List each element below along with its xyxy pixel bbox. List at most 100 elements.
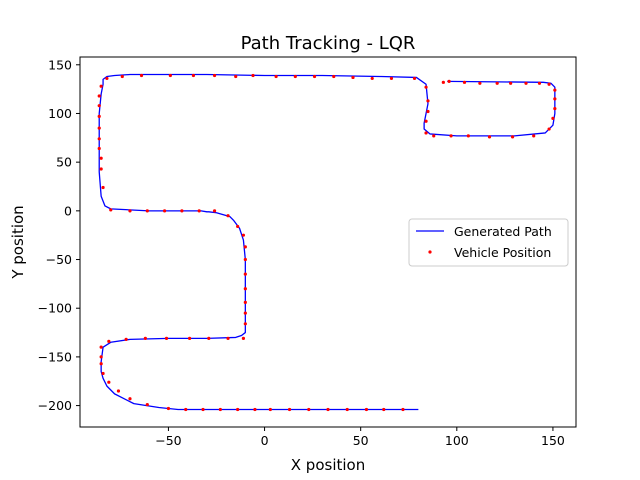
legend-frame bbox=[408, 218, 569, 267]
vehicle-position-point bbox=[101, 185, 105, 190]
vehicle-position-point bbox=[547, 82, 551, 86]
vehicle-position-point bbox=[243, 272, 247, 276]
vehicle-position-point bbox=[128, 397, 132, 401]
vehicle-position-point bbox=[128, 209, 132, 213]
vehicle-position-point bbox=[351, 75, 355, 80]
vehicle-position-point bbox=[101, 371, 105, 376]
vehicle-position-point bbox=[553, 97, 557, 101]
legend-label-vehicle-position: Vehicle Position bbox=[454, 245, 551, 260]
vehicle-position-point bbox=[218, 407, 222, 412]
vehicle-position-point bbox=[187, 336, 192, 340]
vehicle-position-point bbox=[99, 345, 103, 349]
vehicle-position-point bbox=[466, 134, 470, 138]
vehicle-position-point bbox=[274, 74, 278, 79]
vehicle-position-point bbox=[424, 85, 428, 89]
vehicle-position-point bbox=[487, 135, 492, 139]
vehicle-position-point bbox=[382, 407, 386, 412]
y-axis: −200 −150 −100 −50 0 50 100 150 bbox=[38, 57, 80, 413]
vehicle-position-point bbox=[293, 74, 297, 79]
vehicle-position-point bbox=[99, 355, 103, 359]
vehicle-position-point bbox=[109, 208, 113, 212]
vehicle-position-point bbox=[124, 337, 128, 341]
vehicle-position-point bbox=[424, 131, 428, 135]
vehicle-position-point bbox=[207, 336, 211, 340]
vehicle-position-point bbox=[401, 407, 405, 412]
vehicle-position-point bbox=[553, 107, 557, 111]
y-tick-label: −150 bbox=[38, 349, 72, 364]
vehicle-position-point bbox=[97, 137, 101, 141]
y-tick-label: −200 bbox=[38, 398, 72, 413]
vehicle-position-point bbox=[441, 80, 445, 84]
vehicle-position-point bbox=[241, 336, 246, 340]
vehicle-position-point bbox=[268, 407, 272, 412]
vehicle-position-point bbox=[426, 99, 430, 103]
vehicle-position-point bbox=[307, 407, 311, 412]
x-axis: −50 0 50 100 150 bbox=[155, 427, 565, 448]
legend-dot-swatch bbox=[428, 250, 432, 254]
vehicle-position-point bbox=[243, 287, 247, 291]
vehicle-position-point bbox=[287, 407, 292, 412]
vehicle-position-point bbox=[166, 406, 171, 411]
vehicle-position-point bbox=[97, 146, 101, 151]
vehicle-position-point bbox=[97, 94, 101, 98]
vehicle-position-point bbox=[107, 339, 111, 343]
y-tick-label: 100 bbox=[48, 106, 72, 121]
vehicle-position-point bbox=[99, 167, 103, 171]
vehicle-position-point bbox=[462, 80, 467, 84]
vehicle-position-point bbox=[201, 407, 205, 412]
vehicle-position-point bbox=[509, 81, 513, 85]
vehicle-position-point bbox=[226, 214, 230, 218]
y-tick-label: −100 bbox=[38, 301, 72, 316]
vehicle-position-point bbox=[107, 380, 111, 384]
vehicle-position-point bbox=[243, 245, 247, 249]
y-tick-label: 0 bbox=[64, 203, 72, 218]
vehicle-position-point bbox=[99, 362, 103, 366]
vehicle-position-point bbox=[99, 156, 103, 160]
vehicle-position-point bbox=[236, 407, 240, 412]
vehicle-position-point bbox=[197, 209, 201, 213]
vehicle-position-point bbox=[332, 74, 336, 79]
vehicle-position-point bbox=[162, 209, 167, 213]
legend-label-generated-path: Generated Path bbox=[454, 224, 552, 239]
vehicle-position-point bbox=[143, 336, 147, 340]
vehicle-position-point bbox=[243, 311, 247, 315]
x-axis-label: X position bbox=[291, 456, 365, 474]
vehicle-position-point bbox=[241, 233, 246, 237]
vehicle-position-point bbox=[532, 134, 536, 138]
vehicle-position-point bbox=[553, 88, 557, 92]
vehicle-position-point bbox=[164, 336, 169, 340]
vehicle-position-point bbox=[432, 134, 436, 138]
vehicle-position-point bbox=[191, 73, 196, 78]
chart-title: Path Tracking - LQR bbox=[241, 33, 416, 54]
y-tick-label: 50 bbox=[56, 155, 72, 170]
vehicle-position-point bbox=[99, 84, 103, 88]
vehicle-position-point bbox=[424, 119, 428, 123]
legend: Generated Path Vehicle Position bbox=[408, 218, 569, 267]
vehicle-position-point bbox=[180, 209, 184, 213]
vehicle-position-point bbox=[243, 257, 247, 262]
vehicle-position-point bbox=[524, 81, 528, 85]
vehicle-position-point bbox=[510, 135, 515, 139]
y-axis-label: Y position bbox=[9, 205, 27, 279]
vehicle-position-point bbox=[326, 407, 330, 412]
vehicle-position-point bbox=[212, 73, 217, 78]
vehicle-position-point bbox=[105, 76, 109, 81]
vehicle-position-point bbox=[97, 114, 101, 118]
vehicle-position-point bbox=[370, 76, 374, 81]
vehicle-position-point bbox=[116, 389, 121, 393]
vehicle-position-point bbox=[226, 336, 230, 340]
vehicle-position-point bbox=[145, 209, 149, 213]
vehicle-position-point bbox=[97, 104, 101, 108]
vehicle-position-point bbox=[478, 81, 482, 85]
vehicle-position-point bbox=[449, 134, 453, 138]
vehicle-position-point bbox=[168, 73, 172, 78]
vehicle-position-point bbox=[426, 109, 430, 114]
x-tick-label: 50 bbox=[353, 433, 369, 448]
vehicle-position-point bbox=[389, 76, 394, 81]
vehicle-position-point bbox=[236, 224, 240, 229]
vehicle-position-point bbox=[234, 74, 238, 79]
vehicle-position-point bbox=[139, 73, 144, 78]
x-tick-label: 0 bbox=[261, 433, 269, 448]
vehicle-position-point bbox=[243, 300, 247, 304]
